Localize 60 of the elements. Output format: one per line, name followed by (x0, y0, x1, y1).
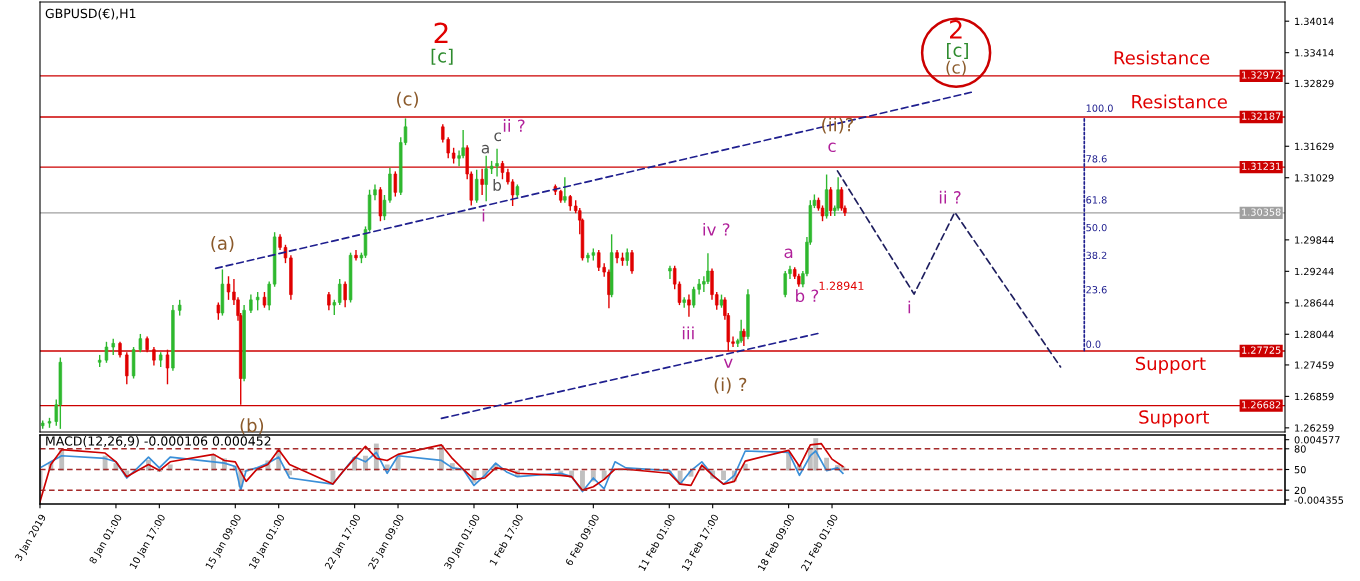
y-tick-label: 1.27459 (1295, 361, 1334, 369)
annotation: 2 (434, 22, 448, 44)
y-tick-label: 1.26259 (1295, 424, 1334, 432)
y-tick-label: 1.31629 (1295, 142, 1334, 151)
annotation: 100.0 (1086, 104, 1113, 112)
annotation: 38.2 (1086, 251, 1107, 259)
annotation: a (784, 248, 793, 259)
y-tick-label: 1.26859 (1295, 392, 1334, 401)
annotation: b (493, 179, 502, 191)
y-tick-label: 1.31029 (1295, 174, 1334, 182)
ref-line-label: 1.32187 (1242, 112, 1281, 120)
y2-tick-label: 50 (1294, 465, 1306, 474)
annotation: Resistance (1114, 50, 1210, 65)
annotation: [c] (947, 42, 968, 60)
annotation: (b) (240, 418, 264, 435)
y2-tick-label: 80 (1294, 445, 1306, 453)
y-tick-label: 0.004577 (1294, 436, 1340, 444)
annotation: (ii)? (822, 117, 854, 134)
y2-tick-label: 20 (1294, 486, 1306, 495)
annotation: [c] (431, 48, 453, 65)
ref-line-label: 1.26682 (1242, 401, 1281, 409)
annotation: (a) (211, 235, 234, 253)
annotation: 1.28941 (819, 281, 864, 290)
y-tick-label: 1.28044 (1295, 330, 1334, 339)
annotation: b ? (796, 289, 819, 303)
annotation: 78.6 (1086, 155, 1107, 163)
annotation: 0.0 (1086, 340, 1101, 348)
annotation: Resistance (1132, 94, 1227, 109)
annotation: ii ? (503, 119, 525, 132)
annotation: i (908, 300, 911, 314)
annotation: a (481, 144, 489, 154)
annotation: Support (1139, 410, 1210, 428)
annotation: c (494, 132, 501, 142)
y-tick-label: 1.32829 (1295, 79, 1334, 88)
annotation: v (723, 358, 733, 368)
y-tick-label: 1.28644 (1295, 299, 1334, 307)
annotation: (i) ? (714, 377, 747, 394)
y-tick-label: 1.34014 (1295, 17, 1334, 26)
annotation: ii ? (939, 190, 961, 204)
annotation: c (828, 142, 836, 153)
annotation: 50.0 (1086, 223, 1107, 232)
annotation: 23.6 (1086, 286, 1107, 294)
chart-title: GBPUSD(€),H1 (45, 8, 136, 20)
annotation: 61.8 (1086, 196, 1107, 204)
chart-title: MACD(12,26,9) -0.000106 0.000452 (46, 436, 271, 448)
annotation: i (482, 208, 485, 222)
annotation: (c) (397, 91, 418, 108)
annotation: iii (682, 326, 694, 340)
y-tick-label: 1.29244 (1295, 267, 1334, 276)
ref-line-label: 1.32972 (1242, 71, 1281, 79)
annotation: iv ? (703, 222, 730, 236)
annotation: 2 (950, 19, 962, 39)
y-tick-label: 1.33414 (1295, 49, 1334, 57)
y-tick-label: 1.29844 (1295, 236, 1334, 244)
y-tick-label: -0.004355 (1294, 496, 1344, 504)
ref-line-label: 1.30358 (1242, 208, 1281, 216)
annotation: (c) (946, 60, 966, 76)
annotation: Support (1135, 356, 1206, 374)
ref-line-label: 1.31231 (1242, 162, 1281, 170)
ref-line-label: 1.27725 (1242, 346, 1281, 354)
